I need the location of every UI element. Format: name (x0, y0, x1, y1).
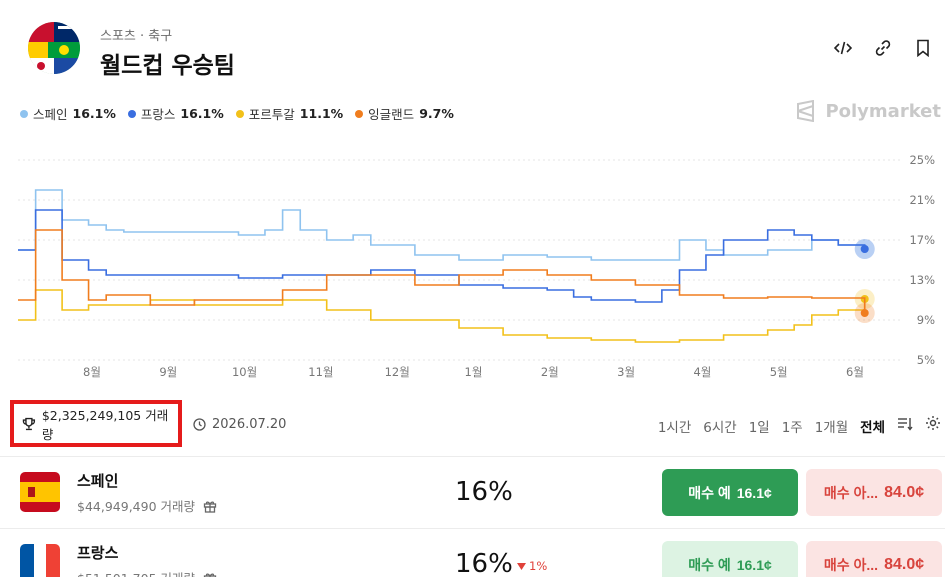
gift-icon[interactable] (203, 499, 217, 513)
series-line-0 (18, 189, 866, 261)
y-tick-label: 17% (909, 233, 935, 247)
brand-name: Polymarket (825, 100, 941, 122)
y-tick-label: 25% (909, 153, 935, 167)
outcome-probability: 16% (455, 549, 513, 577)
buy-yes-label: 매수 예 (688, 484, 731, 501)
range-tab-6h[interactable]: 6시간 (703, 420, 737, 436)
outcome-probability: 16% (455, 477, 513, 507)
total-volume-text: $2,325,249,105 거래량 (41, 407, 169, 442)
legend-label: 스페인 (33, 107, 68, 122)
bookmark-icon[interactable] (913, 38, 933, 58)
legend-item-france: 프랑스 16.1% (127, 104, 224, 123)
series-line-2 (18, 289, 866, 343)
market-header: 스포츠 · 축구 월드컵 우승팀 (0, 0, 945, 95)
legend-pct: 16.1% (72, 106, 116, 121)
range-tab-1m[interactable]: 1개월 (814, 420, 849, 436)
embed-code-icon[interactable] (833, 38, 853, 58)
meta-row: $2,325,249,105 거래량 2026.07.20 1시간 6시간 1일… (0, 400, 945, 450)
buy-yes-button[interactable]: 매수 예 16.1¢ (662, 469, 798, 516)
outcome-name: 스페인 (77, 472, 119, 490)
legend-dot-icon (235, 109, 244, 118)
down-triangle-icon (517, 562, 526, 570)
x-tick-label: 10월 (232, 365, 257, 379)
legend-pct: 11.1% (299, 106, 344, 121)
outcome-volume-text: $44,949,490 거래량 (77, 499, 195, 514)
legend-dot-icon (355, 109, 364, 118)
polymarket-logo-icon (797, 100, 815, 122)
x-tick-label: 9월 (159, 365, 177, 379)
legend-label: 프랑스 (140, 107, 176, 122)
buy-yes-price: 16.1¢ (736, 556, 772, 573)
range-tab-1d[interactable]: 1일 (748, 420, 770, 436)
x-tick-label: 2월 (541, 365, 559, 379)
x-tick-label: 4월 (693, 365, 711, 379)
x-tick-label: 6월 (846, 365, 864, 379)
outcome-name: 프랑스 (77, 544, 119, 562)
range-tab-all[interactable]: 전체 (860, 420, 885, 436)
buy-yes-label: 매수 예 (688, 556, 731, 573)
outcome-volume: $44,949,490 거래량 (77, 496, 217, 515)
legend-dot-icon (20, 109, 28, 118)
series-line-3 (18, 229, 866, 313)
end-date: 2026.07.20 (193, 417, 286, 432)
breadcrumb[interactable]: 스포츠 · 축구 (100, 29, 173, 44)
legend-pct: 9.7% (419, 106, 454, 121)
x-tick-label: 1월 (465, 365, 483, 379)
polymarket-watermark: Polymarket (795, 100, 941, 122)
settings-gear-icon[interactable] (925, 415, 941, 435)
legend-label: 잉글랜드 (368, 107, 415, 122)
sort-filter-icon[interactable] (897, 415, 913, 435)
x-tick-label: 3월 (617, 365, 635, 379)
price-history-chart[interactable]: 25% 21% 17% 13% 9% 5% 8월 9월 10월 11월 12월 1월 2월 3월 4월 5월 6… (0, 140, 945, 390)
y-tick-label: 13% (909, 273, 935, 287)
buy-no-label: 매수 아... (823, 556, 879, 573)
outcome-volume: $51,501,705 거래량 (77, 568, 217, 577)
france-flag-icon (20, 544, 60, 577)
buy-yes-button[interactable]: 매수 예 16.1¢ (662, 541, 798, 577)
y-tick-label: 21% (909, 193, 935, 207)
x-tick-label: 11월 (308, 365, 333, 379)
range-tab-1w[interactable]: 1주 (781, 420, 803, 436)
series-end-point (860, 245, 869, 253)
x-tick-label: 5월 (770, 365, 788, 379)
legend-dot-icon (127, 109, 136, 118)
series-end-point (860, 309, 869, 317)
divider (0, 456, 945, 457)
legend-pct: 16.1% (180, 106, 224, 121)
buy-no-button[interactable]: 매수 아... 84.0¢ (806, 541, 942, 577)
gift-icon[interactable] (203, 571, 217, 577)
trophy-icon (22, 417, 36, 430)
buy-no-label: 매수 아... (823, 484, 879, 501)
probability-change: 1% (517, 559, 547, 573)
link-icon[interactable] (873, 38, 893, 58)
divider (0, 528, 945, 529)
outcome-row-france[interactable]: 프랑스 $51,501,705 거래량 16% 1% 매수 예 16.1¢ 매수 … (0, 529, 945, 577)
buy-no-price: 84.0¢ (884, 483, 925, 501)
total-volume: $2,325,249,105 거래량 (10, 400, 182, 447)
range-tab-1h[interactable]: 1시간 (657, 420, 692, 436)
buy-yes-price: 16.1¢ (736, 484, 772, 501)
world-cup-flags-avatar (28, 22, 80, 74)
x-tick-label: 8월 (83, 365, 101, 379)
x-tick-label: 12월 (385, 365, 410, 379)
legend-item-spain: 스페인 16.1% (20, 104, 116, 123)
series-line-1 (18, 209, 866, 303)
clock-icon (193, 418, 206, 431)
legend-label: 포르투갈 (248, 107, 295, 122)
outcome-volume-text: $51,501,705 거래량 (77, 568, 195, 577)
chart-legend: 스페인 16.1% 프랑스 16.1% 포르투갈 11.1% 잉글랜드 9.7% (20, 104, 454, 123)
spain-flag-icon (20, 472, 60, 512)
y-tick-label: 5% (917, 353, 935, 367)
outcome-row-spain[interactable]: 스페인 $44,949,490 거래량 16% 매수 예 16.1¢ 매수 아..… (0, 457, 945, 529)
time-range-tabs: 1시간 6시간 1일 1주 1개월 전체 (658, 416, 885, 436)
page-title: 월드컵 우승팀 (100, 53, 235, 79)
buy-no-price: 84.0¢ (884, 555, 925, 573)
end-date-text: 2026.07.20 (212, 417, 287, 432)
legend-item-england: 잉글랜드 9.7% (355, 104, 454, 123)
probability-change-text: 1% (529, 559, 548, 573)
buy-no-button[interactable]: 매수 아... 84.0¢ (806, 469, 942, 516)
y-tick-label: 9% (917, 313, 935, 327)
legend-item-portugal: 포르투갈 11.1% (235, 104, 344, 123)
